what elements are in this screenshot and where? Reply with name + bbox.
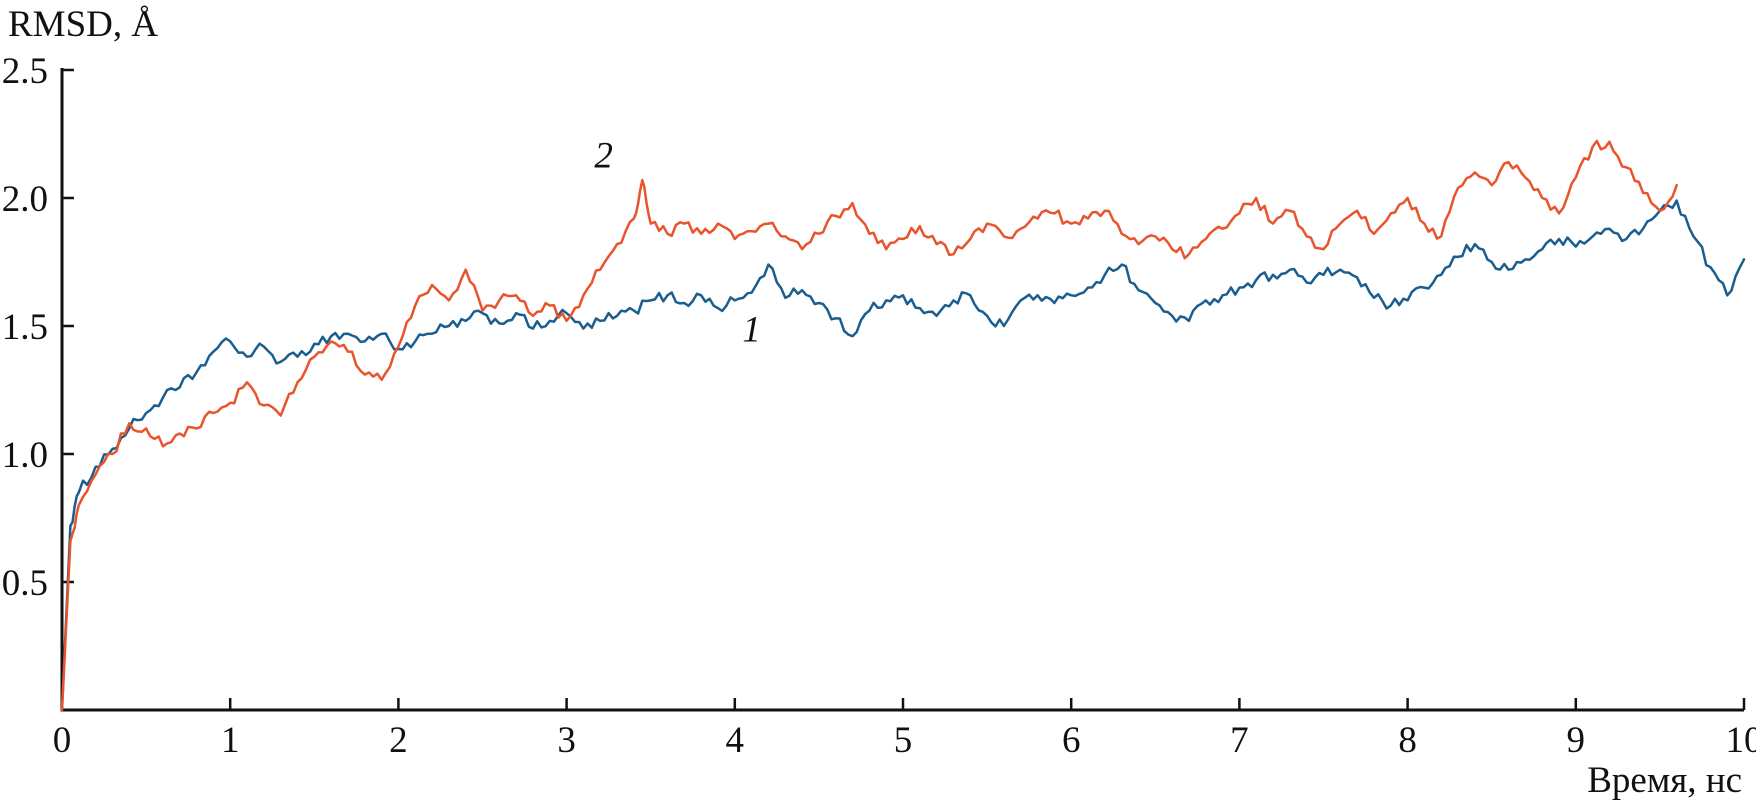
x-tick-label: 3 [557,720,576,761]
y-tick-label: 1.0 [2,435,48,476]
curve-label-1: 1 [742,309,761,350]
x-tick-label: 5 [894,720,913,761]
x-axis-title: Время, нс [1587,760,1742,801]
y-tick-label: 0.5 [2,563,48,604]
x-tick-label: 9 [1567,720,1586,761]
x-tick-label: 8 [1398,720,1417,761]
y-tick-label: 1.5 [2,307,48,348]
x-tick-label: 7 [1230,720,1249,761]
y-tick-label: 2.5 [2,51,48,92]
y-tick-label: 2.0 [2,179,48,220]
series-line-1 [60,199,1746,712]
x-tick-label: 2 [389,720,408,761]
x-tick-label: 6 [1062,720,1081,761]
series-line-2 [60,139,1678,712]
x-tick-label: 4 [726,720,745,761]
curve-label-2: 2 [594,135,613,176]
y-axis-title: RMSD, Å [8,4,159,45]
x-tick-label: 0 [53,720,72,761]
x-tick-label: 1 [221,720,240,761]
x-tick-label: 10 [1726,720,1756,761]
